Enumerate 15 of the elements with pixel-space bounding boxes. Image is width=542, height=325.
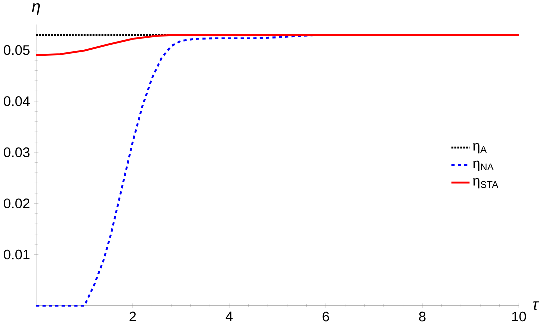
x-axis-title: τ — [533, 302, 540, 310]
y-tick-label: 0.03 — [4, 148, 30, 158]
x-tick-label: 4 — [226, 312, 233, 322]
x-tick-label: 6 — [322, 312, 330, 322]
x-tick-label: 2 — [130, 312, 136, 322]
x-tick-label: 8 — [419, 312, 426, 322]
x-tick-label: 10 — [512, 312, 526, 322]
y-tick-label: 0.05 — [4, 45, 30, 56]
legend-label: η$_{STA}$ — [474, 178, 499, 188]
y-axis-title: η — [32, 3, 40, 16]
legend-label: η$_{NA}$ — [474, 160, 494, 172]
legend-label: η$_{A}$ — [474, 143, 487, 154]
y-tick-label: 0.02 — [4, 198, 30, 208]
y-tick-label: 0.04 — [4, 96, 30, 106]
y-tick-label: 0.01 — [4, 250, 30, 260]
